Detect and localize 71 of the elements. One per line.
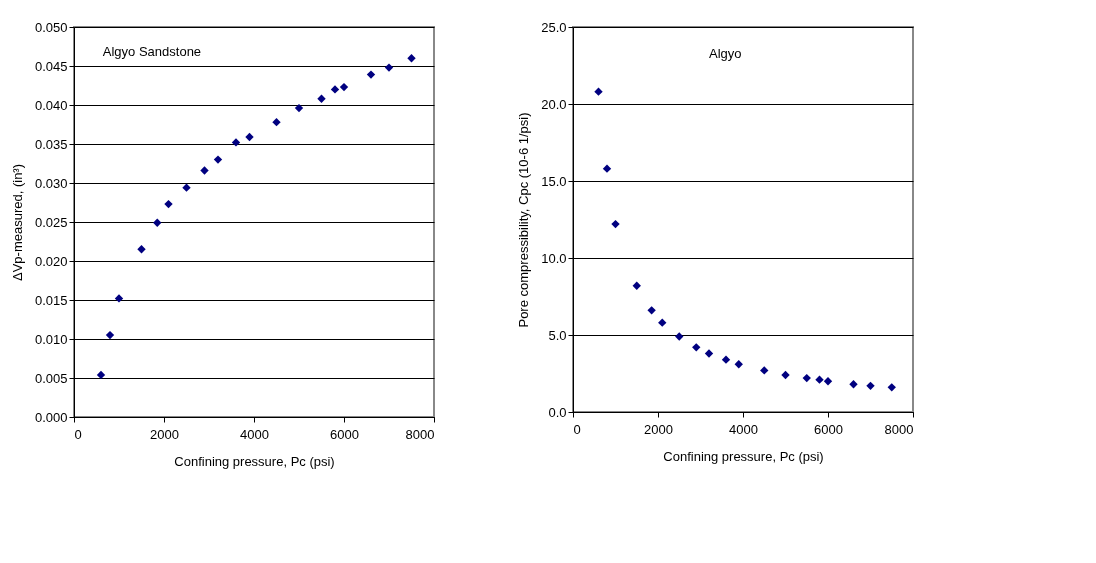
point [632, 281, 641, 290]
point [105, 330, 115, 340]
y-tick-label: 0.0 [548, 404, 567, 420]
point [137, 245, 146, 254]
y-tick-label: 0.000 [34, 409, 68, 425]
annotation: Algyo Sandstone [102, 44, 202, 60]
point [658, 318, 667, 327]
y-tick-label: 0.010 [34, 331, 68, 347]
point [602, 164, 612, 173]
point [781, 370, 790, 380]
point [366, 70, 376, 79]
x-tick-label: 2000 [644, 421, 673, 437]
point [802, 373, 811, 383]
point [294, 103, 304, 113]
point [231, 138, 241, 147]
y-tick-label: 0.050 [34, 19, 68, 35]
y-tick-label: 0.030 [34, 175, 68, 191]
x-tick-label: 6000 [330, 426, 359, 442]
annotation: Algyo [709, 45, 742, 61]
point [887, 383, 896, 392]
x-axis-title: Confining pressure, Pc (psi) [663, 448, 824, 464]
point [339, 82, 349, 92]
y-tick-label: 5.0 [548, 327, 567, 343]
point [760, 366, 769, 375]
point [866, 381, 875, 390]
point [384, 63, 394, 72]
x-tick-label: 0 [573, 421, 581, 437]
point [317, 94, 326, 103]
point [692, 343, 701, 352]
point [849, 380, 858, 389]
point [594, 87, 603, 96]
x-tick-label: 2000 [150, 426, 179, 442]
y-axis-title: Pore compressibility, Cpc (10-6 1/psi) [516, 112, 532, 328]
y-tick-label: 10.0 [541, 250, 567, 266]
y-tick-label: 0.035 [34, 136, 68, 152]
point [245, 132, 254, 142]
y-tick-label: 0.020 [34, 253, 68, 269]
x-tick-label: 0 [74, 426, 82, 442]
y-tick-label: 25.0 [541, 19, 567, 35]
point [675, 332, 684, 341]
y-axis-title: ΔVp-measured, (in³) [9, 163, 25, 282]
y-tick-label: 0.015 [34, 292, 68, 308]
point [330, 85, 340, 94]
point [272, 117, 281, 127]
point [213, 155, 223, 164]
point [721, 355, 731, 364]
x-tick-label: 4000 [240, 426, 269, 442]
point [407, 54, 416, 63]
x-tick-label: 8000 [884, 421, 914, 437]
point [153, 218, 162, 227]
point [704, 349, 714, 358]
point [96, 370, 106, 380]
x-tick-label: 4000 [729, 421, 758, 437]
y-tick-label: 0.025 [34, 214, 68, 230]
point [114, 294, 124, 303]
point [823, 377, 833, 386]
point [734, 360, 743, 369]
y-tick-label: 0.045 [34, 58, 68, 74]
point [200, 166, 209, 175]
x-axis-title: Confining pressure, Pc (psi) [174, 453, 335, 469]
point [182, 183, 191, 192]
x-tick-label: 6000 [814, 421, 843, 437]
y-tick-label: 0.005 [34, 370, 68, 386]
point [611, 219, 620, 229]
point [164, 199, 173, 209]
point [647, 306, 656, 315]
x-tick-label: 8000 [405, 426, 435, 442]
y-tick-label: 0.040 [34, 97, 68, 113]
y-tick-label: 20.0 [541, 96, 567, 112]
y-tick-label: 15.0 [541, 173, 567, 189]
point [815, 375, 824, 384]
